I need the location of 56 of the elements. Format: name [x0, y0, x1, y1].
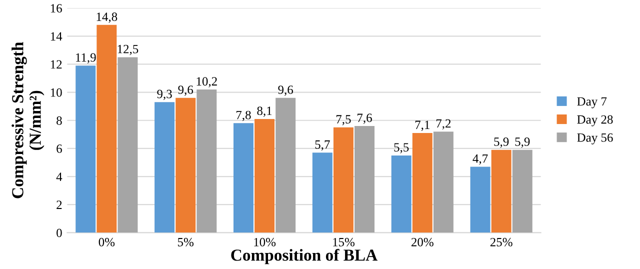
data-label: 9,6 [178, 86, 194, 96]
data-label: 11,9 [76, 53, 96, 64]
data-label: 9,3 [157, 90, 172, 100]
bar [176, 98, 196, 233]
data-label: 12,5 [118, 44, 138, 56]
data-label: 7,2 [436, 119, 451, 130]
data-label: 14,8 [96, 12, 118, 23]
y-tick-label: 0 [56, 228, 62, 238]
bar [96, 24, 117, 233]
data-label: 8,1 [257, 106, 272, 117]
y-tick-label: 12 [50, 60, 62, 69]
data-label: 5,5 [394, 143, 409, 154]
bar [391, 155, 412, 233]
x-axis-title: Composition of BLA [231, 248, 378, 264]
bar [154, 102, 175, 233]
data-label: 4,7 [472, 154, 488, 165]
y-tick-label: 10 [50, 88, 62, 97]
bar [491, 150, 512, 233]
y-tick-label: 14 [50, 32, 62, 40]
data-label: 5,7 [315, 140, 330, 151]
y-tick-label: 2 [56, 200, 62, 209]
bar [433, 132, 454, 233]
bar [118, 57, 138, 233]
bar [412, 133, 432, 233]
legend-label: Day 56 [577, 133, 613, 144]
bar [354, 126, 375, 233]
x-tick-label: 10% [254, 238, 276, 246]
data-label: 7,8 [236, 110, 251, 122]
data-label: 7,5 [336, 115, 351, 126]
bar [276, 98, 296, 233]
data-label: 7,1 [415, 120, 430, 131]
x-tick-label: 20% [411, 238, 434, 246]
legend-label: Day 28 [577, 115, 613, 126]
bar [312, 152, 332, 233]
x-tick-label: 0% [98, 238, 115, 246]
bar [196, 89, 217, 233]
y-tick-label: 6 [56, 144, 62, 153]
bar [470, 166, 490, 233]
bar [76, 66, 96, 233]
data-label: 10,2 [196, 77, 217, 88]
data-label: 5,9 [494, 138, 509, 148]
x-tick-label: 25% [490, 238, 512, 246]
data-label: 7,6 [358, 114, 372, 124]
bar [254, 118, 275, 233]
y-axis-title: Compressive Strength (N/mm²) [12, 42, 44, 198]
x-tick-label: 5% [178, 238, 194, 246]
data-label: 9,6 [278, 86, 294, 96]
legend-label: Day 7 [577, 97, 607, 108]
y-tick-label: 16 [50, 4, 62, 13]
y-tick-label: 8 [56, 116, 62, 125]
bar [512, 150, 532, 233]
y-tick-label: 4 [56, 172, 62, 181]
bar [233, 123, 254, 233]
x-tick-label: 15% [333, 238, 354, 246]
data-label: 5,9 [515, 138, 530, 148]
bar [333, 127, 354, 233]
